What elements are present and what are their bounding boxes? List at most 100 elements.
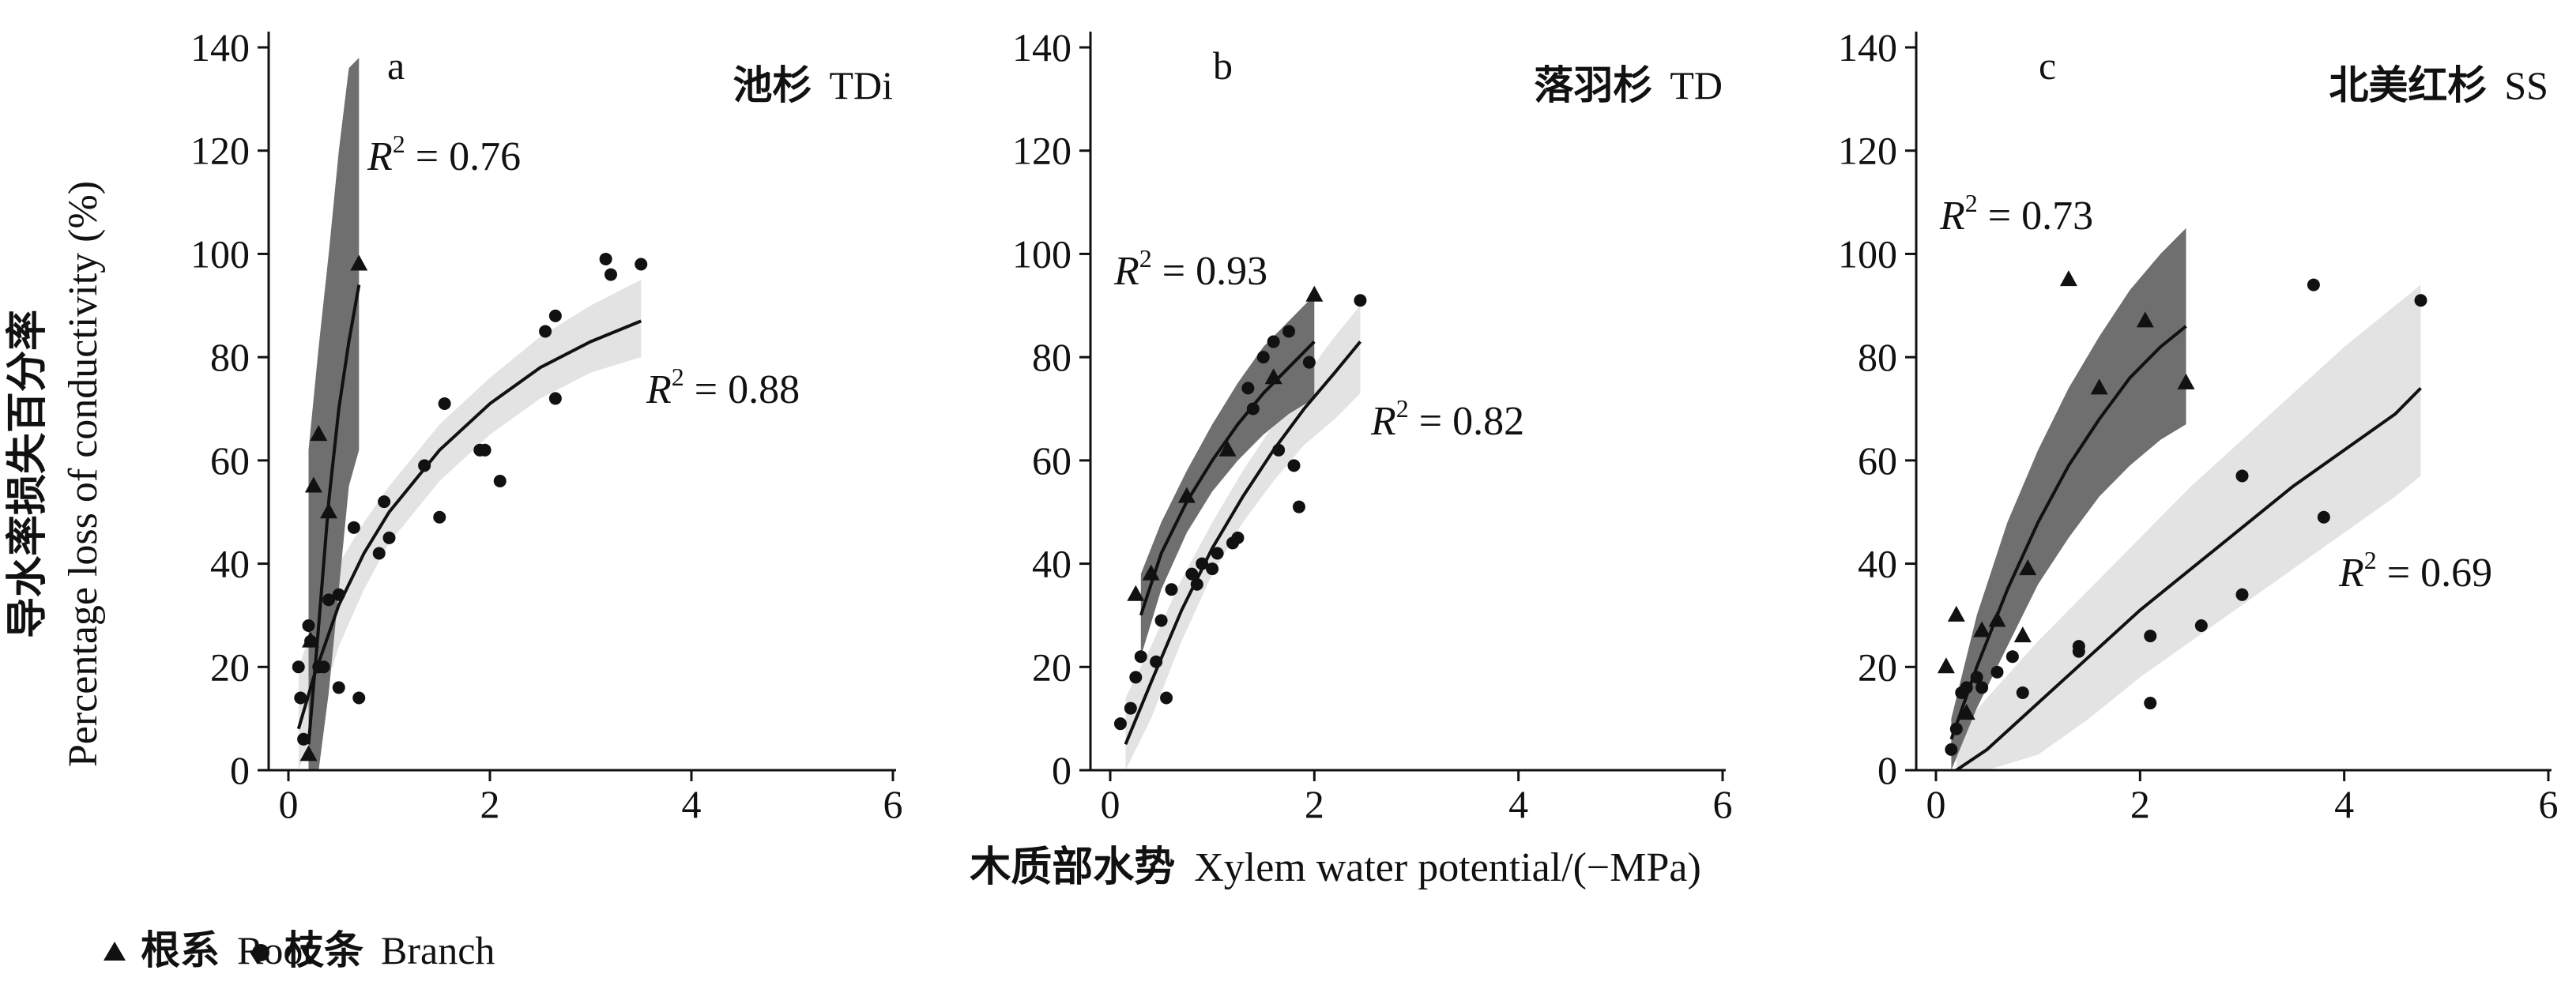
data-point-branch — [332, 588, 345, 601]
data-point-branch — [1960, 681, 1973, 694]
data-point-branch — [1292, 500, 1305, 513]
x-axis-title: 木质部水势 Xylem water potential/(−MPa) — [970, 844, 1701, 891]
data-point-branch — [1949, 722, 1963, 735]
x-tick-label: 4 — [682, 782, 702, 826]
r2-label-a-branch: R2 = 0.88 — [646, 363, 800, 412]
y-tick-label: 0 — [1877, 748, 1897, 792]
x-tick-label: 2 — [2130, 782, 2150, 826]
data-point-branch — [372, 547, 386, 560]
data-point-branch — [635, 258, 648, 271]
r2-value-a-root: 0.76 — [449, 134, 521, 179]
data-point-branch — [294, 691, 307, 705]
data-point-branch — [1124, 701, 1137, 715]
y-tick-label: 120 — [190, 129, 250, 173]
y-tick-label: 120 — [1838, 129, 1897, 173]
y-axis-title-zh: 导水率损失百分率 — [4, 310, 51, 638]
r2-value-b-root: 0.93 — [1196, 249, 1267, 294]
data-point-branch — [332, 681, 345, 694]
data-point-branch — [347, 521, 360, 534]
r2-label-c-root: R2 = 0.73 — [1939, 189, 2093, 239]
legend-branch-en: Branch — [381, 928, 495, 972]
data-point-branch — [1287, 459, 1301, 472]
data-point-branch — [1206, 562, 1219, 576]
data-point-branch — [2235, 588, 2249, 601]
data-point-root — [1127, 585, 1145, 601]
data-point-branch — [599, 252, 612, 265]
r2-value-a-branch: 0.88 — [728, 367, 800, 412]
y-tick-label: 80 — [1858, 335, 1897, 379]
legend-branch-label: 枝条 Branch — [284, 927, 495, 973]
data-point-branch — [2144, 697, 2157, 710]
x-axis-title-zh: 木质部水势 — [970, 844, 1175, 891]
data-point-branch — [1150, 655, 1163, 668]
data-point-root — [1973, 621, 1991, 637]
y-tick-label: 60 — [1858, 438, 1897, 483]
panel-letter-a: a — [387, 43, 405, 88]
legend: 根系 Root 枝条 Branch — [104, 927, 495, 973]
data-point-root — [1937, 657, 1955, 674]
data-point-branch — [2072, 645, 2085, 658]
panel-title-b-en: TD — [1670, 63, 1723, 107]
panel-c: 0 20 40 60 80 100 120 140 0 2 4 6 c 北美红杉 SS R2 = 0.7… — [1838, 25, 2559, 826]
data-point-branch — [1354, 294, 1367, 307]
y-tick-label: 20 — [210, 645, 250, 689]
data-point-branch — [539, 325, 552, 338]
y-tick-label: 40 — [1858, 542, 1897, 586]
data-point-branch — [2016, 686, 2029, 699]
y-tick-label: 140 — [1838, 25, 1897, 70]
data-point-branch — [493, 475, 507, 487]
y-tick-label: 60 — [1032, 438, 1071, 483]
data-point-branch — [1990, 665, 2004, 679]
panel-title-a-en: TDi — [829, 63, 893, 107]
fit-curve-b-root — [1139, 340, 1316, 616]
x-tick-label: 2 — [480, 782, 500, 826]
panel-title-c-en: SS — [2504, 63, 2548, 107]
y-axis-title-en: Percentage loss of conductivity (%) — [61, 181, 106, 767]
data-point-branch — [1185, 567, 1199, 581]
data-point-branch — [322, 593, 335, 607]
legend-root-label: 根系 Root — [141, 927, 314, 973]
data-point-branch — [317, 660, 330, 674]
fit-curve-c-root — [1949, 325, 2187, 740]
x-tick-label: 4 — [2334, 782, 2354, 826]
panel-a: 0 20 40 60 80 100 120 140 0 2 4 6 a 池杉 TDi R2 = 0.76… — [190, 25, 903, 826]
data-point-branch — [382, 531, 396, 544]
data-point-branch — [1282, 325, 1296, 338]
y-tick-label: 60 — [210, 438, 250, 483]
data-point-root — [2059, 270, 2077, 287]
data-point-branch — [1154, 614, 1168, 627]
data-point-branch — [2235, 469, 2249, 483]
confidence-band-a-branch — [298, 280, 642, 771]
y-tick-label: 140 — [190, 25, 250, 70]
data-point-branch — [1302, 355, 1316, 369]
data-point-root — [2013, 626, 2032, 643]
data-point-branch — [1231, 531, 1245, 544]
data-point-root — [2136, 311, 2154, 328]
y-tick-label: 120 — [1012, 129, 1071, 173]
data-point-root — [1218, 440, 1237, 457]
x-axis-title-en: Xylem water potential/(−MPa) — [1194, 845, 1701, 890]
confidence-band-c-root — [1951, 228, 2186, 770]
legend-root-marker — [104, 942, 126, 961]
data-point-branch — [604, 268, 617, 281]
x-tick-label: 0 — [1101, 782, 1120, 826]
fit-curve-c-branch — [1955, 386, 2422, 772]
fit-curve-a-branch — [296, 319, 642, 730]
data-point-root — [1264, 368, 1282, 385]
data-point-branch — [1970, 671, 1983, 684]
y-tick-label: 100 — [1012, 231, 1071, 276]
r2-value-c-branch: 0.69 — [2420, 551, 2492, 596]
panel-b: 0 20 40 60 80 100 120 140 0 2 4 6 b 落羽杉 TD R2 = 0.93… — [1012, 25, 1733, 826]
r2-label-a-root: R2 = 0.76 — [367, 130, 521, 179]
data-point-branch — [548, 309, 562, 322]
data-point-branch — [2317, 510, 2330, 524]
data-point-branch — [2144, 630, 2157, 643]
x-tick-label: 6 — [883, 782, 903, 826]
data-point-branch — [418, 459, 431, 472]
legend-root-zh: 根系 — [141, 927, 220, 973]
data-point-branch — [1256, 351, 1270, 364]
y-tick-label: 80 — [1032, 335, 1071, 379]
x-tick-label: 0 — [1926, 782, 1946, 826]
y-tick-label: 80 — [210, 335, 250, 379]
